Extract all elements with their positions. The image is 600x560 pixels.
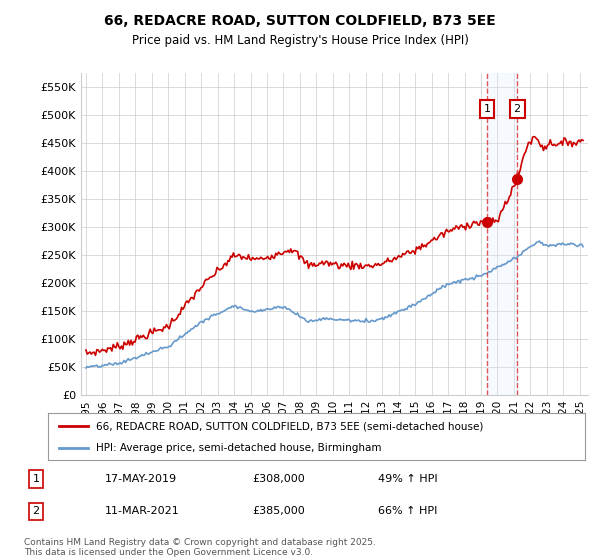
Text: HPI: Average price, semi-detached house, Birmingham: HPI: Average price, semi-detached house,… <box>97 443 382 453</box>
Text: 66, REDACRE ROAD, SUTTON COLDFIELD, B73 5EE (semi-detached house): 66, REDACRE ROAD, SUTTON COLDFIELD, B73 … <box>97 421 484 431</box>
Text: 1: 1 <box>484 104 491 114</box>
Text: 49% ↑ HPI: 49% ↑ HPI <box>378 474 437 484</box>
Text: 2: 2 <box>32 506 40 516</box>
Bar <box>487 73 517 395</box>
Text: 11-MAR-2021: 11-MAR-2021 <box>105 506 180 516</box>
Text: £385,000: £385,000 <box>252 506 305 516</box>
Text: 66% ↑ HPI: 66% ↑ HPI <box>378 506 437 516</box>
Text: 17-MAY-2019: 17-MAY-2019 <box>105 474 177 484</box>
Text: Contains HM Land Registry data © Crown copyright and database right 2025.
This d: Contains HM Land Registry data © Crown c… <box>24 538 376 557</box>
Text: £308,000: £308,000 <box>252 474 305 484</box>
Text: Price paid vs. HM Land Registry's House Price Index (HPI): Price paid vs. HM Land Registry's House … <box>131 34 469 46</box>
Text: 2: 2 <box>514 104 521 114</box>
Text: 66, REDACRE ROAD, SUTTON COLDFIELD, B73 5EE: 66, REDACRE ROAD, SUTTON COLDFIELD, B73 … <box>104 14 496 28</box>
Text: 1: 1 <box>32 474 40 484</box>
